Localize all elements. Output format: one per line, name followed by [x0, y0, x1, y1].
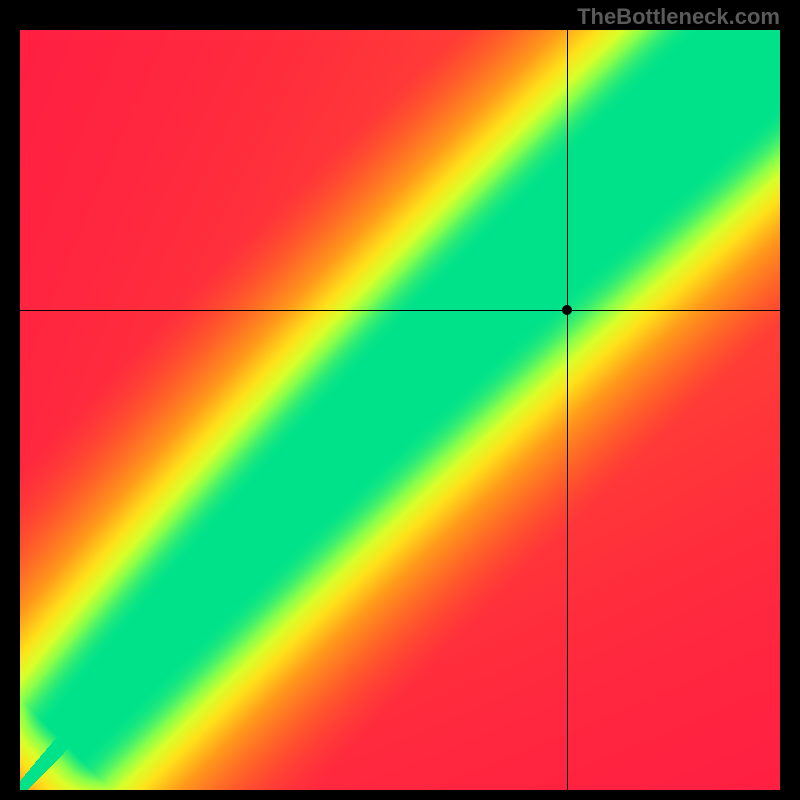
heatmap-plot	[20, 30, 780, 790]
crosshair-horizontal	[20, 310, 780, 311]
crosshair-vertical	[567, 30, 568, 790]
watermark-text: TheBottleneck.com	[577, 4, 780, 30]
crosshair-marker	[562, 305, 572, 315]
heatmap-canvas	[20, 30, 780, 790]
